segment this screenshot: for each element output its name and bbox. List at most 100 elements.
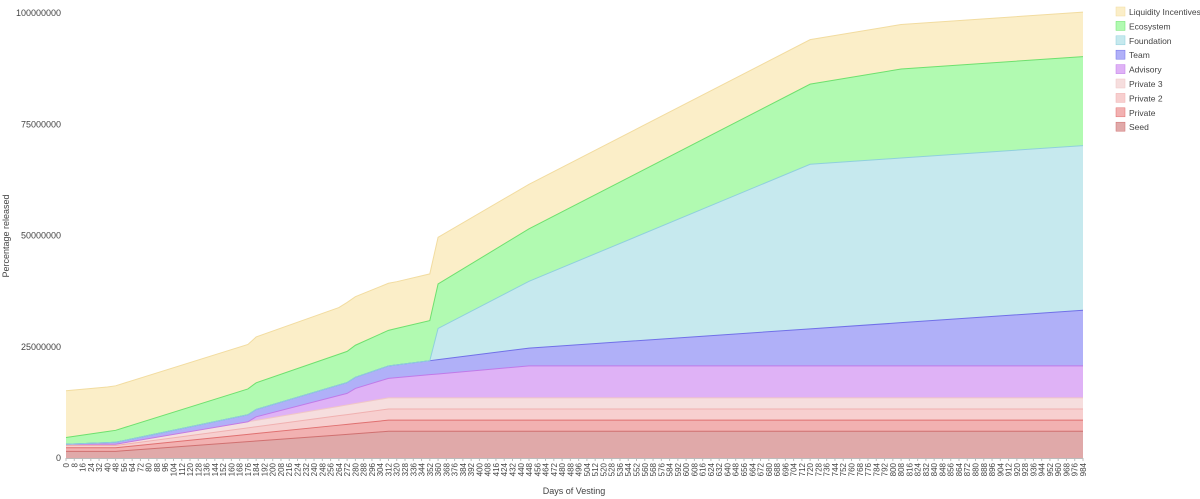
x-tick-label: 520 [599, 462, 608, 476]
x-tick-label: 264 [335, 462, 344, 476]
x-tick-label: 880 [972, 462, 981, 476]
legend-label: Foundation [1129, 36, 1172, 46]
x-tick-label: 48 [112, 462, 121, 471]
x-tick-label: 672 [757, 462, 766, 476]
x-tick-label: 920 [1013, 462, 1022, 476]
line-private-2 [66, 408, 1083, 447]
legend-item-team[interactable]: Team [1115, 49, 1150, 60]
area-advisory [66, 365, 1083, 445]
x-tick-label: 800 [889, 462, 898, 476]
x-tick-label: 664 [748, 462, 757, 476]
x-tick-label: 88 [153, 462, 162, 471]
x-tick-label: 608 [690, 462, 699, 476]
x-tick-label: 952 [1046, 462, 1055, 476]
x-tick-label: 344 [418, 462, 427, 476]
x-tick-label: 184 [252, 462, 261, 476]
x-tick-label: 112 [178, 462, 187, 475]
x-tick-label: 632 [715, 462, 724, 476]
x-tick-label: 960 [1054, 462, 1063, 476]
x-tick-label: 792 [881, 462, 890, 476]
x-tick-label: 512 [591, 462, 600, 476]
legend-item-advisory[interactable]: Advisory [1115, 64, 1162, 75]
x-tick-label: 768 [856, 462, 865, 476]
x-tick-label: 336 [409, 462, 418, 476]
x-tick-label: 736 [823, 462, 832, 476]
x-tick-label: 320 [393, 462, 402, 476]
x-tick-label: 552 [633, 462, 642, 476]
legend-label: Advisory [1129, 65, 1162, 75]
x-tick-label: 936 [1029, 462, 1038, 476]
series-areas [66, 12, 1083, 458]
x-tick-label: 472 [550, 462, 559, 476]
x-tick-label: 848 [938, 462, 947, 476]
legend-label: Private 2 [1129, 93, 1163, 103]
area-private-2 [66, 409, 1083, 448]
x-tick-label: 872 [963, 462, 972, 476]
x-tick-label: 808 [897, 462, 906, 476]
legend-swatch [1115, 6, 1126, 17]
line-advisory [66, 365, 1083, 445]
legend-swatch [1115, 35, 1126, 46]
y-axis-title: Percentage released [1, 194, 11, 277]
legend-swatch [1115, 107, 1126, 118]
x-tick-label: 456 [533, 462, 542, 476]
x-tick-label: 720 [806, 462, 815, 476]
legend-swatch [1115, 93, 1126, 103]
x-tick-label: 176 [244, 462, 253, 476]
x-tick-label: 896 [988, 462, 997, 476]
legend-label: Liquidity Incentives [1129, 7, 1200, 17]
x-tick-label: 904 [996, 462, 1005, 476]
legend-label: Team [1129, 50, 1150, 60]
x-tick-label: 728 [814, 462, 823, 476]
x-tick-label: 16 [79, 462, 88, 471]
x-tick-label: 600 [682, 462, 691, 476]
x-tick-label: 0 [62, 462, 71, 467]
x-tick-label: 944 [1038, 462, 1047, 476]
x-tick-label: 680 [765, 462, 774, 476]
x-tick-label: 424 [500, 462, 509, 476]
legend-swatch [1115, 64, 1126, 74]
area-ecosystem [66, 56, 1083, 445]
x-tick-label: 864 [955, 462, 964, 476]
legend-item-seed[interactable]: Seed [1115, 121, 1149, 132]
x-tick-label: 416 [492, 462, 501, 476]
x-tick-label: 200 [269, 462, 278, 476]
legend-item-private[interactable]: Private [1115, 107, 1156, 118]
x-tick-label: 360 [434, 462, 443, 476]
area-private [66, 420, 1083, 452]
x-tick-label: 440 [517, 462, 526, 476]
area-foundation [66, 145, 1083, 445]
x-tick-label: 712 [798, 462, 807, 476]
x-tick-label: 568 [649, 462, 658, 476]
legend-item-foundation[interactable]: Foundation [1115, 35, 1172, 46]
x-tick-label: 656 [740, 462, 749, 476]
line-ecosystem [65, 56, 1084, 439]
x-tick-label: 120 [186, 462, 195, 476]
area-liquidity-incentives [66, 12, 1083, 438]
x-tick-label: 296 [368, 462, 377, 476]
legend-item-private-3[interactable]: Private 3 [1115, 78, 1163, 89]
legend-swatch [1115, 78, 1126, 89]
y-tick-label: 100000000 [16, 8, 61, 18]
x-tick-label: 280 [351, 462, 360, 476]
legend-swatch [1115, 49, 1126, 60]
x-tick-label: 288 [360, 462, 369, 476]
x-tick-label: 536 [616, 462, 625, 476]
x-tick-label: 24 [87, 462, 96, 471]
x-tick-label: 624 [707, 462, 716, 476]
x-tick-label: 224 [294, 462, 303, 476]
x-tick-label: 144 [211, 462, 220, 476]
legend-item-ecosystem[interactable]: Ecosystem [1115, 21, 1171, 31]
legend-item-liquidity-incentives[interactable]: Liquidity Incentives [1115, 6, 1200, 17]
x-tick-label: 72 [136, 462, 145, 471]
line-private [66, 419, 1083, 449]
x-tick-label: 776 [864, 462, 873, 476]
legend-label: Private 3 [1129, 79, 1163, 89]
x-tick-label: 96 [161, 462, 170, 471]
legend-item-private-2[interactable]: Private 2 [1115, 93, 1163, 103]
x-tick-label: 696 [781, 462, 790, 476]
x-tick-label: 504 [583, 462, 592, 476]
x-tick-label: 192 [260, 462, 269, 476]
x-tick-label: 160 [227, 462, 236, 476]
